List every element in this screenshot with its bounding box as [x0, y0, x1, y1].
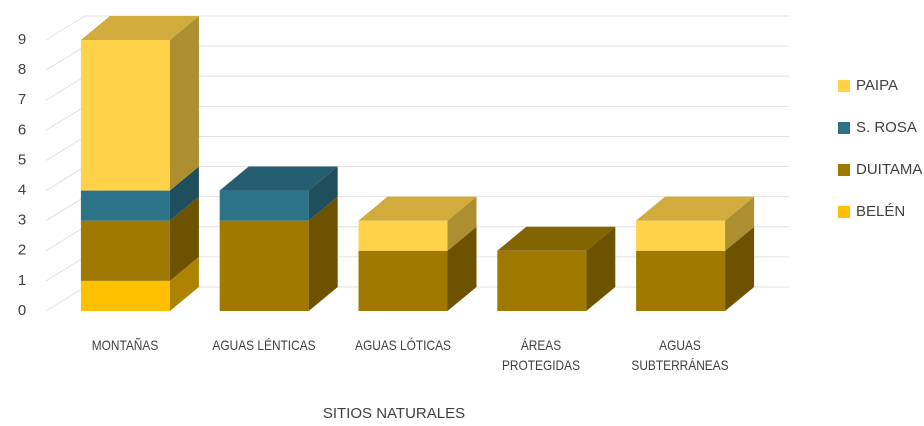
y-tick-label: 8: [18, 61, 26, 78]
bar-segment: [80, 16, 199, 191]
bar-segment: [636, 196, 755, 251]
x-tick-label: AGUAS LÓTICAS: [354, 337, 451, 353]
bar-segment: [636, 226, 755, 311]
legend-swatch: [838, 122, 850, 134]
bar-side: [308, 196, 338, 311]
bar-front: [80, 220, 170, 281]
bar-side: [447, 226, 477, 311]
y-tick-label: 3: [18, 212, 26, 229]
bar-top: [80, 16, 199, 40]
bar-segment: [80, 196, 199, 281]
y-tick-label: 7: [18, 91, 26, 108]
bar-front: [636, 220, 726, 251]
bar-segment: [358, 196, 477, 251]
bar-side: [725, 196, 755, 251]
x-tick-label: AGUAS SUBTERRÁNEAS: [631, 337, 729, 373]
legend-label: BELÉN: [856, 203, 905, 220]
bar-top: [358, 196, 477, 221]
y-tick-label: 2: [18, 242, 26, 259]
bar-side: [169, 16, 199, 191]
bar-segment: [80, 256, 199, 311]
bar-segment: [219, 166, 338, 221]
legend-label: DUITAMA: [856, 161, 922, 178]
legend-label: S. ROSA: [856, 119, 917, 136]
y-tick-label: 0: [18, 302, 26, 319]
legend-swatch: [838, 80, 850, 92]
bar-front: [80, 40, 170, 191]
bar-segment: [358, 226, 477, 311]
bar-top: [497, 226, 616, 251]
bar-side: [447, 196, 477, 251]
grid-line: [45, 15, 789, 41]
y-tick-label: 9: [18, 31, 26, 48]
bar-segment: [219, 196, 338, 311]
bar-front: [497, 250, 587, 311]
x-axis-title: SITIOS NATURALES: [323, 405, 465, 422]
bar-side: [725, 226, 755, 311]
bar-side: [169, 256, 199, 311]
x-tick-label: ÁREAS PROTEGIDAS: [502, 337, 581, 373]
legend-swatch: [838, 164, 850, 176]
bar-front: [80, 280, 170, 311]
bar-front: [358, 250, 448, 311]
bar-front: [358, 220, 448, 251]
bar-side: [586, 226, 616, 311]
y-tick-label: 1: [18, 272, 26, 289]
bar-segment: [80, 166, 199, 221]
legend-label: PAIPA: [856, 77, 898, 94]
x-tick-label: AGUAS LÉNTICAS: [212, 337, 316, 353]
y-tick-label: 4: [18, 182, 26, 199]
y-tick-label: 5: [18, 151, 26, 168]
x-tick-label: MONTAÑAS: [91, 337, 159, 353]
bar-side: [169, 166, 199, 221]
bar-top: [219, 166, 338, 191]
bar-top: [636, 196, 755, 221]
legend-swatch: [838, 206, 850, 218]
bar-front: [636, 250, 726, 311]
bar-segment: [497, 226, 616, 311]
bar-front: [80, 190, 170, 221]
bar-front: [219, 190, 309, 221]
bar-side: [169, 196, 199, 281]
y-tick-label: 6: [18, 121, 26, 138]
bar-front: [219, 220, 309, 311]
bar-side: [308, 166, 338, 221]
